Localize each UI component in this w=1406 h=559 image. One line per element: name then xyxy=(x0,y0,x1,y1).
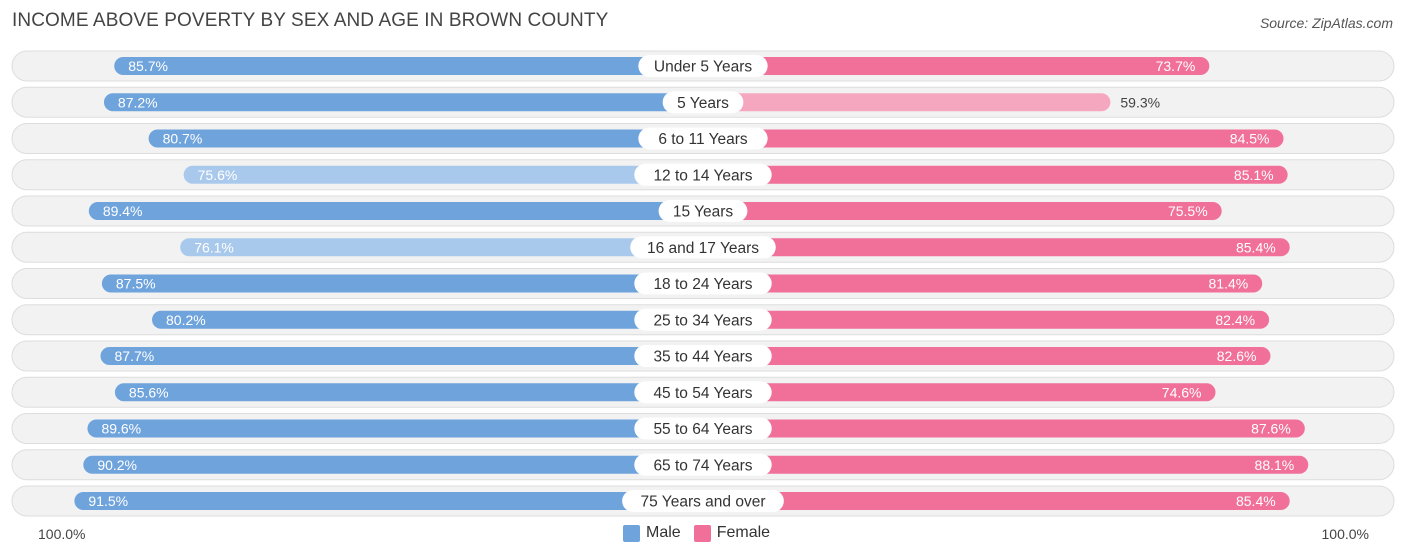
female-swatch xyxy=(693,524,711,542)
male-value-label: 75.6% xyxy=(198,167,238,183)
male-bar xyxy=(114,57,704,75)
chart-title: INCOME ABOVE POVERTY BY SEX AND AGE IN B… xyxy=(12,10,609,31)
category-pill xyxy=(634,163,772,186)
category-label: 75 Years and over xyxy=(641,494,766,511)
female-bar xyxy=(703,492,1290,510)
category-pill xyxy=(658,200,748,222)
male-value-label: 87.2% xyxy=(118,94,158,110)
category-label: 12 to 14 Years xyxy=(653,167,752,184)
category-label: 16 and 17 Years xyxy=(647,240,759,257)
legend-female-label: Female xyxy=(716,524,771,541)
category-pill xyxy=(622,490,784,512)
category-label: 18 to 24 Years xyxy=(653,276,752,293)
category-label: 5 Years xyxy=(677,95,729,112)
male-bar xyxy=(183,165,704,184)
category-pill xyxy=(638,127,768,150)
category-label: 25 to 34 Years xyxy=(653,312,752,329)
male-value-label: 91.5% xyxy=(88,493,128,509)
female-bar xyxy=(703,57,1210,75)
female-value-label: 87.6% xyxy=(1251,421,1291,437)
male-value-label: 80.7% xyxy=(163,131,203,147)
axis-left-label: 100.0% xyxy=(38,526,86,542)
male-value-label: 76.1% xyxy=(194,239,234,255)
female-bar xyxy=(703,238,1290,257)
female-value-label: 82.6% xyxy=(1217,348,1257,364)
female-bar xyxy=(703,93,1111,112)
axis-right-label: 100.0% xyxy=(1321,526,1369,542)
female-value-label: 85.4% xyxy=(1236,493,1276,509)
legend: Male Female xyxy=(623,524,783,542)
male-value-label: 87.5% xyxy=(116,276,156,292)
category-pill xyxy=(634,345,772,367)
male-bar xyxy=(100,347,704,365)
female-bar xyxy=(703,310,1270,329)
male-value-label: 80.2% xyxy=(166,312,206,328)
male-value-label: 87.7% xyxy=(115,348,155,364)
category-label: 35 to 44 Years xyxy=(653,349,752,366)
category-pill xyxy=(638,55,768,77)
female-value-label: 81.4% xyxy=(1209,276,1249,292)
female-value-label: 85.4% xyxy=(1236,239,1276,255)
category-pill xyxy=(634,381,772,404)
female-bar xyxy=(703,129,1284,148)
male-value-label: 90.2% xyxy=(97,457,137,473)
female-value-label: 82.4% xyxy=(1215,312,1255,328)
female-value-label: 73.7% xyxy=(1156,58,1196,74)
female-bar xyxy=(703,347,1271,365)
category-pill xyxy=(634,272,772,295)
category-label: 6 to 11 Years xyxy=(658,131,748,148)
female-value-label: 85.1% xyxy=(1234,167,1274,183)
male-bar xyxy=(88,202,703,220)
male-swatch xyxy=(623,524,640,542)
male-bar xyxy=(180,238,703,257)
category-pill xyxy=(634,453,772,476)
category-pill xyxy=(630,236,776,259)
female-value-label: 88.1% xyxy=(1255,457,1295,473)
male-bar xyxy=(83,455,704,474)
male-bar xyxy=(87,419,703,438)
female-value-label: 59.3% xyxy=(1120,94,1160,110)
male-bar xyxy=(148,129,703,148)
category-label: 45 to 54 Years xyxy=(653,385,752,402)
category-pill xyxy=(662,91,744,114)
category-label: 15 Years xyxy=(673,204,734,221)
male-value-label: 85.6% xyxy=(129,384,169,400)
female-bar xyxy=(703,274,1263,293)
male-bar xyxy=(114,383,704,402)
female-bar xyxy=(703,383,1216,402)
legend-male-label: Male xyxy=(646,524,681,541)
female-value-label: 84.5% xyxy=(1230,131,1270,147)
female-bar xyxy=(703,455,1309,474)
legend-item-male: Male xyxy=(623,524,681,542)
male-bar xyxy=(74,492,703,510)
female-bar xyxy=(703,419,1305,438)
male-value-label: 89.4% xyxy=(103,203,143,219)
male-bar xyxy=(101,274,703,293)
male-value-label: 89.6% xyxy=(101,421,141,437)
male-bar xyxy=(103,93,704,112)
category-label: 65 to 74 Years xyxy=(653,457,752,474)
category-pill xyxy=(634,417,772,440)
legend-item-female: Female xyxy=(693,524,771,542)
source-label: Source: ZipAtlas.com xyxy=(1259,15,1393,31)
category-label: Under 5 Years xyxy=(654,59,752,76)
male-bar xyxy=(152,310,703,329)
category-label: 55 to 64 Years xyxy=(653,421,752,438)
category-pill xyxy=(634,308,772,331)
female-value-label: 74.6% xyxy=(1162,384,1202,400)
female-bar xyxy=(703,202,1222,220)
female-value-label: 75.5% xyxy=(1168,203,1208,219)
male-value-label: 85.7% xyxy=(128,58,168,74)
female-bar xyxy=(703,165,1288,184)
